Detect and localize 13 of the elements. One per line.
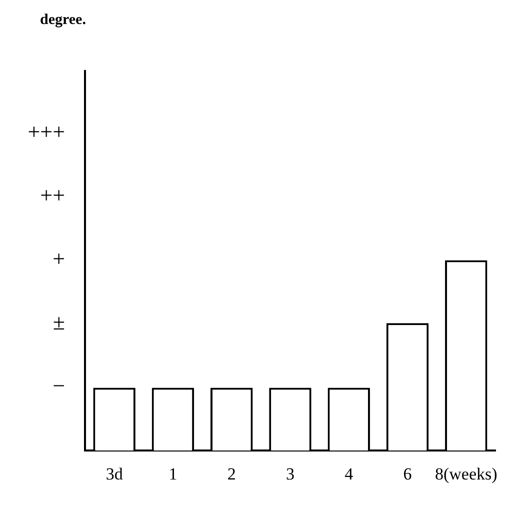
text: + [52, 246, 65, 272]
x-tick-label: 3d [106, 464, 124, 484]
x-tick-label: 4 [344, 464, 354, 484]
text: ++ [40, 182, 65, 208]
x-tick-label: 8(weeks) [434, 464, 498, 484]
text: +++ [28, 119, 65, 144]
x-tick-label: 6 [403, 464, 412, 484]
text: ± [52, 310, 65, 335]
x-tick-label: 1 [168, 464, 178, 484]
text: − [52, 372, 65, 398]
text: degree. [40, 12, 86, 29]
x-tick-label: 3 [286, 464, 294, 484]
x-tick-label: 2 [227, 464, 236, 484]
